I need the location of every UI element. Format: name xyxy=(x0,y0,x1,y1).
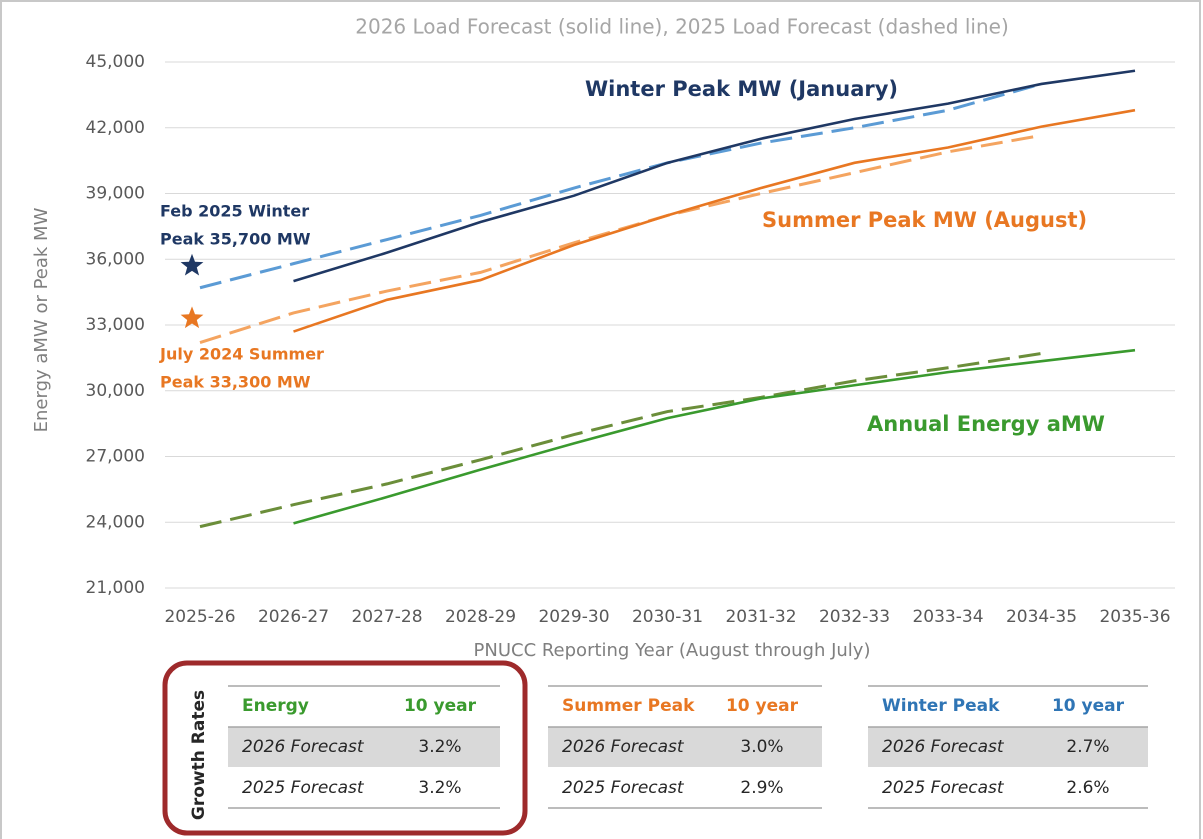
peak-annotation: Peak 35,700 MW xyxy=(160,230,311,249)
table-cell: 2.9% xyxy=(740,778,783,798)
table-cell: 2.7% xyxy=(1066,737,1109,757)
table-header: 10 year xyxy=(404,696,477,716)
y-tick-label: 36,000 xyxy=(86,249,145,269)
forecast-line xyxy=(293,69,1136,283)
table-header: 10 year xyxy=(726,696,799,716)
forecast-line xyxy=(293,348,1136,525)
x-tick-label: 2025-26 xyxy=(164,607,235,627)
prior-forecast-line xyxy=(199,352,1042,529)
table-cell: 2.6% xyxy=(1066,778,1109,798)
peak-annotation: Feb 2025 Winter xyxy=(160,202,309,221)
y-tick-label: 30,000 xyxy=(86,381,145,401)
table-header: Winter Peak xyxy=(882,696,1000,716)
table-cell: 2026 Forecast xyxy=(242,737,365,757)
chart-title: 2026 Load Forecast (solid line), 2025 Lo… xyxy=(355,15,1009,39)
peak-annotation: Peak 33,300 MW xyxy=(160,373,311,392)
y-tick-label: 42,000 xyxy=(86,118,145,138)
series-label: Winter Peak MW (January) xyxy=(585,77,898,101)
x-tick-label: 2031-32 xyxy=(725,607,796,627)
growth-label: Growth Rates xyxy=(189,690,209,820)
table-cell: 3.2% xyxy=(418,737,461,757)
prior-forecast-line xyxy=(199,82,1042,290)
x-tick-label: 2030-31 xyxy=(632,607,703,627)
table-cell: 2025 Forecast xyxy=(562,778,685,798)
row-shade xyxy=(548,727,822,767)
table-cell: 2026 Forecast xyxy=(562,737,685,757)
x-tick-label: 2029-30 xyxy=(538,607,609,627)
y-tick-label: 27,000 xyxy=(86,447,145,467)
x-tick-label: 2032-33 xyxy=(819,607,890,627)
row-shade xyxy=(868,727,1148,767)
y-tick-label: 24,000 xyxy=(86,512,145,532)
table-header: Summer Peak xyxy=(562,696,695,716)
row-shade xyxy=(228,727,500,767)
x-tick-label: 2028-29 xyxy=(445,607,516,627)
x-axis-label: PNUCC Reporting Year (August through Jul… xyxy=(474,640,871,661)
x-tick-label: 2027-28 xyxy=(351,607,422,627)
y-tick-label: 45,000 xyxy=(86,52,145,72)
highlight-box xyxy=(162,660,528,836)
y-tick-label: 39,000 xyxy=(86,184,145,204)
x-tick-label: 2026-27 xyxy=(258,607,329,627)
table-cell: 2026 Forecast xyxy=(882,737,1005,757)
x-tick-label: 2034-35 xyxy=(1006,607,1077,627)
table-cell: 3.0% xyxy=(740,737,783,757)
peak-annotation: July 2024 Summer xyxy=(159,345,324,364)
table-cell: 3.2% xyxy=(418,778,461,798)
x-tick-label: 2033-34 xyxy=(912,607,983,627)
series-label: Summer Peak MW (August) xyxy=(762,208,1087,232)
series-label: Annual Energy aMW xyxy=(867,412,1105,436)
table-header: Energy xyxy=(242,696,309,716)
peak-star xyxy=(180,306,204,329)
forecast-line xyxy=(293,108,1136,333)
y-axis-label: Energy aMW or Peak MW xyxy=(31,207,52,432)
table-cell: 2025 Forecast xyxy=(882,778,1005,798)
x-tick-label: 2035-36 xyxy=(1099,607,1170,627)
peak-star xyxy=(180,253,204,276)
table-header: 10 year xyxy=(1052,696,1125,716)
y-tick-label: 33,000 xyxy=(86,315,145,335)
table-cell: 2025 Forecast xyxy=(242,778,365,798)
y-tick-label: 21,000 xyxy=(86,578,145,598)
